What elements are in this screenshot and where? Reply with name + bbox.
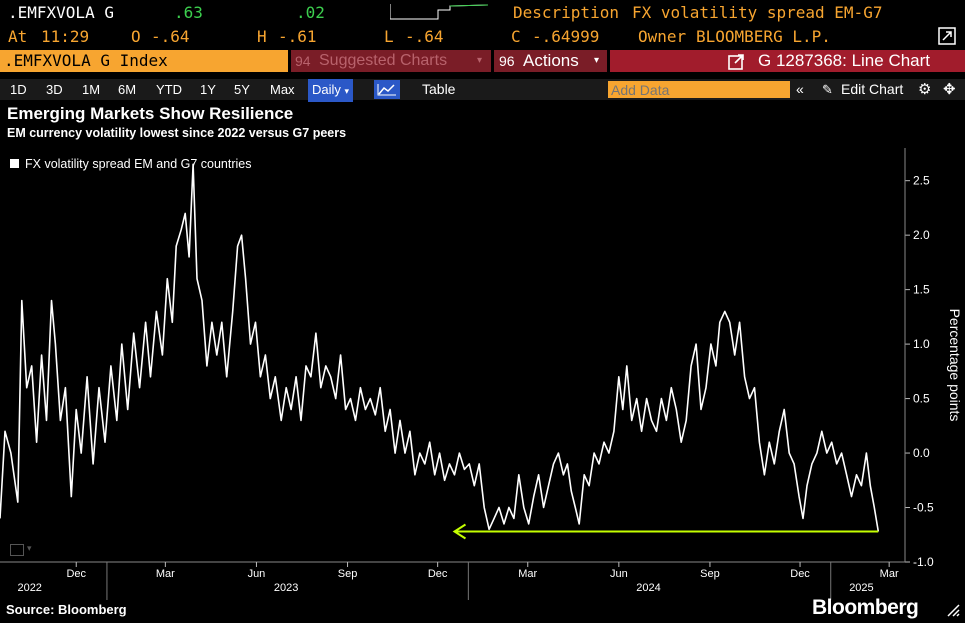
timeframe-1m[interactable]: 1M xyxy=(82,82,101,97)
source-label: Source: Bloomberg xyxy=(6,602,127,617)
description-value: FX volatility spread EM-G7 xyxy=(632,3,883,22)
timeframe-6m[interactable]: 6M xyxy=(118,82,137,97)
y-tick-label: 2.0 xyxy=(913,228,930,242)
period-select[interactable]: Daily ▾ xyxy=(308,79,354,102)
y-tick-label: -1.0 xyxy=(913,555,934,569)
dropdown-arrow-icon: ▾ xyxy=(594,55,600,66)
y-tick-label: 0.5 xyxy=(913,392,930,406)
chart-subtitle: EM currency volatility lowest since 2022… xyxy=(7,126,347,140)
actions-button[interactable]: 96 Actions ▾ xyxy=(494,50,607,72)
actions-number: 96 xyxy=(499,53,515,69)
suggested-charts-label: Suggested Charts xyxy=(319,52,448,69)
y-axis-title: Percentage points xyxy=(947,309,963,422)
bloomberg-logo: Bloomberg xyxy=(812,596,919,619)
y-tick-label: 0.0 xyxy=(913,446,930,460)
year-label: 2023 xyxy=(274,582,298,594)
axes: 2.5 2.0 1.5 1.0 0.5 0.0 -0.5 -1.0 Percentage poi… xyxy=(0,148,963,600)
x-tick-label: Jun xyxy=(248,568,266,580)
close-value: -.64999 xyxy=(532,27,600,46)
ticker: .EMFXVOLA G xyxy=(8,3,114,22)
edit-chart-button[interactable]: Edit Chart xyxy=(841,81,904,97)
year-label: 2025 xyxy=(849,582,873,594)
sparkline xyxy=(390,4,489,20)
x-tick-label: Mar xyxy=(518,568,537,580)
arrow-head xyxy=(452,523,467,540)
suggested-charts-number: 94 xyxy=(295,53,311,69)
period-label: Daily xyxy=(312,82,341,97)
close-label: C xyxy=(511,27,521,46)
table-button[interactable]: Table xyxy=(422,81,456,97)
header-row-2: At 11:29 O -.64 H -.61 L -.64 C -.64999 … xyxy=(8,26,958,48)
menu-arrow-icon[interactable]: ▾ xyxy=(27,543,32,553)
open-value: -.64 xyxy=(151,27,190,46)
timeframe-ytd[interactable]: YTD xyxy=(156,82,182,97)
dropdown-arrow-icon: ▾ xyxy=(344,86,350,96)
timeframe-bar: 1D 3D 1M 6M YTD 1Y 5Y Max Daily ▾ Table … xyxy=(0,79,965,102)
x-tick-label: Dec xyxy=(66,568,86,580)
low-label: L xyxy=(384,27,394,46)
series-line xyxy=(0,163,880,532)
y-tick-label: 2.5 xyxy=(913,174,930,188)
line-chart: 2.5 2.0 1.5 1.0 0.5 0.0 -0.5 -1.0 Percentage poi… xyxy=(0,148,963,600)
legend-swatch xyxy=(10,159,19,168)
header-row-1: .EMFXVOLA G .63 .02 Description FX volat… xyxy=(8,2,958,24)
annotations xyxy=(452,523,879,540)
owner-value: BLOOMBERG L.P. xyxy=(696,27,831,46)
x-tick-label: Jun xyxy=(610,568,628,580)
timeframe-3d[interactable]: 3D xyxy=(46,82,63,97)
owner-label: Owner xyxy=(638,27,687,46)
export-icon[interactable] xyxy=(728,53,745,75)
change-value-2: .02 xyxy=(296,3,325,22)
high-value: -.61 xyxy=(278,27,317,46)
popout-icon[interactable] xyxy=(938,27,956,51)
chart-id-bar: G 1287368: Line Chart xyxy=(610,50,965,72)
actions-label: Actions xyxy=(523,51,579,70)
x-tick-label: Mar xyxy=(156,568,175,580)
line-chart-icon[interactable] xyxy=(374,80,400,99)
description-label: Description xyxy=(513,3,619,22)
x-tick-label: Dec xyxy=(428,568,448,580)
high-label: H xyxy=(257,27,267,46)
change-value: .63 xyxy=(174,3,203,22)
year-label: 2024 xyxy=(636,582,660,594)
low-value: -.64 xyxy=(405,27,444,46)
timeframe-1y[interactable]: 1Y xyxy=(200,82,216,97)
suggested-charts-button[interactable]: 94 Suggested Charts ▾ xyxy=(291,50,491,72)
timeframe-1d[interactable]: 1D xyxy=(10,82,27,97)
legend-label: FX volatility spread EM and G7 countries xyxy=(25,157,252,171)
y-tick-label: -0.5 xyxy=(913,501,934,515)
legend: FX volatility spread EM and G7 countries xyxy=(10,157,252,171)
chart-id-label: G 1287368: Line Chart xyxy=(758,51,931,70)
security-bar[interactable]: .EMFXVOLA G Index xyxy=(0,50,288,72)
x-tick-label: Sep xyxy=(338,568,358,580)
dropdown-arrow-icon: ▾ xyxy=(477,55,483,66)
pencil-icon[interactable]: ✎ xyxy=(822,82,833,97)
chart-window-icon[interactable] xyxy=(10,544,24,556)
gear-icon[interactable]: ⚙ xyxy=(918,81,932,98)
x-tick-label: Dec xyxy=(790,568,810,580)
resize-grip-icon[interactable] xyxy=(945,602,961,618)
y-tick-label: 1.0 xyxy=(913,337,930,351)
x-tick-label: Sep xyxy=(700,568,720,580)
timeframe-max[interactable]: Max xyxy=(270,82,295,97)
collapse-icon[interactable]: « xyxy=(796,81,804,97)
series xyxy=(0,163,880,532)
open-label: O xyxy=(131,27,141,46)
chart-title: Emerging Markets Show Resilience xyxy=(7,104,294,123)
security-field[interactable]: .EMFXVOLA G Index xyxy=(4,51,168,70)
timeframe-5y[interactable]: 5Y xyxy=(234,82,250,97)
time-value: 11:29 xyxy=(41,27,90,46)
expand-icon[interactable]: ✥ xyxy=(943,81,956,98)
add-data-input[interactable] xyxy=(608,81,790,98)
at-label: At xyxy=(8,27,28,46)
year-label: 2022 xyxy=(17,582,41,594)
x-tick-label: Mar xyxy=(880,568,899,580)
y-tick-label: 1.5 xyxy=(913,283,930,297)
